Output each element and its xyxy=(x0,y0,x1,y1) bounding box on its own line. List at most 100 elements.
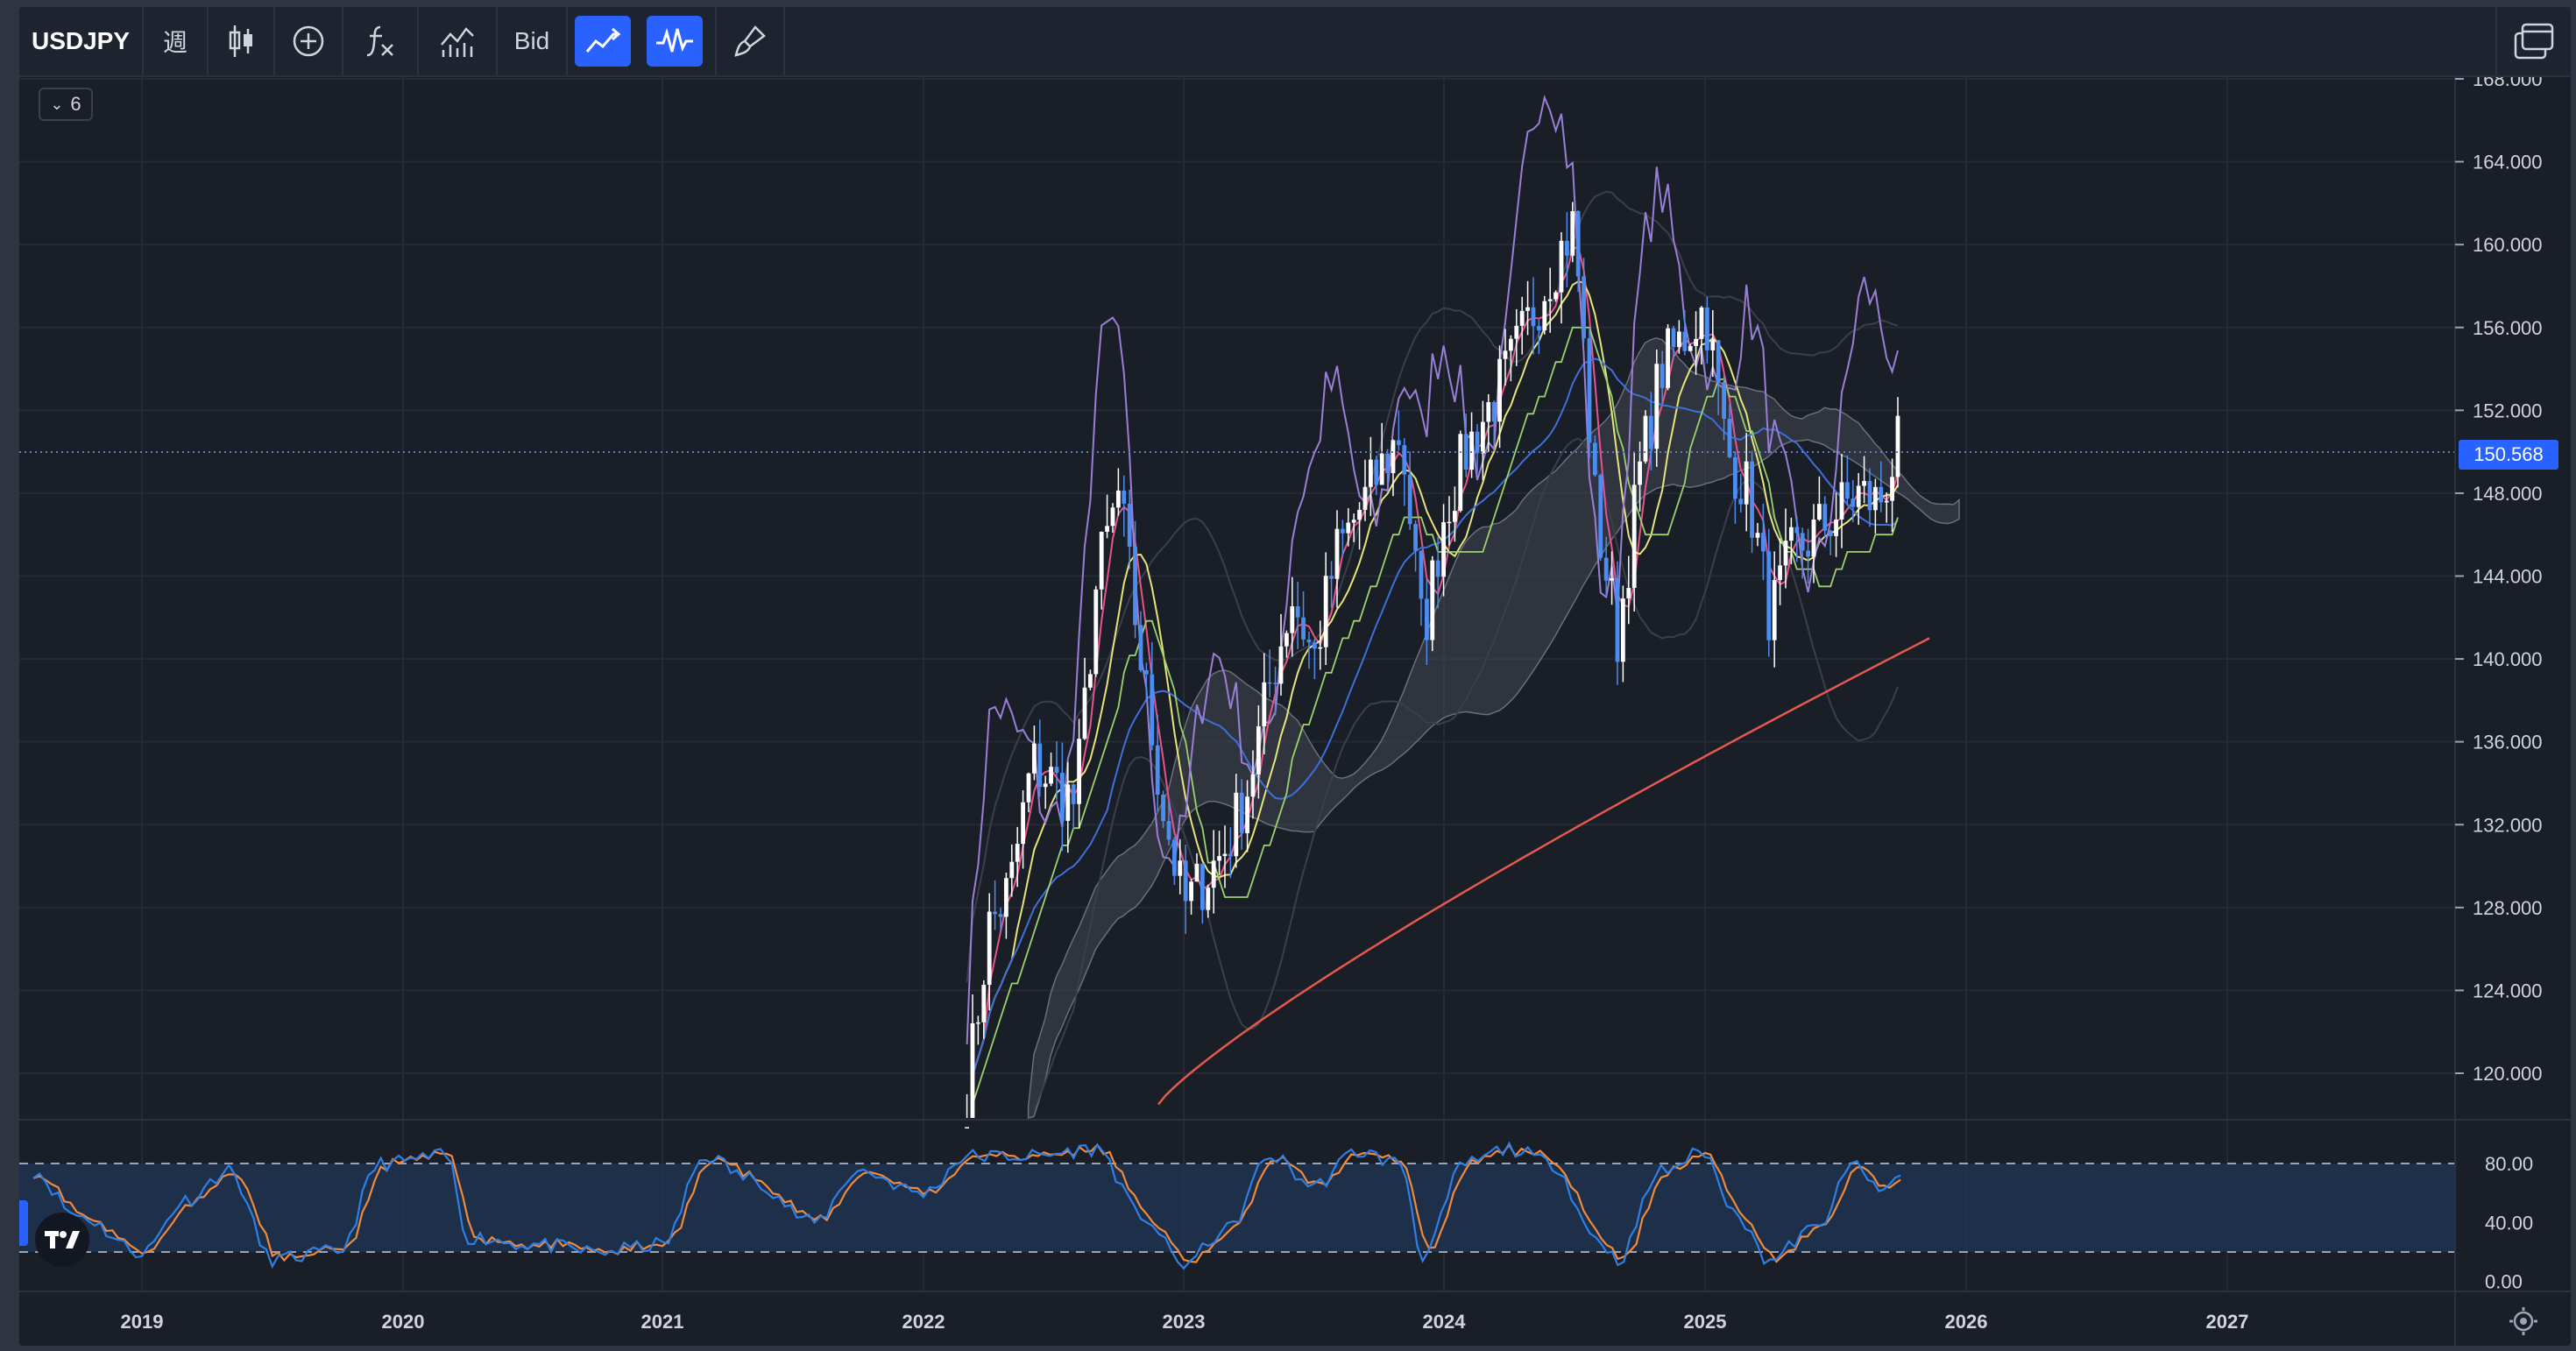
indicators-button[interactable] xyxy=(343,7,419,75)
candle-body xyxy=(1402,445,1407,475)
time-tick-label: 2022 xyxy=(902,1311,945,1333)
settings-icon[interactable] xyxy=(2509,1307,2537,1335)
candle-body xyxy=(1329,576,1334,579)
legend-toggle[interactable]: ⌄ 6 xyxy=(39,88,93,121)
candle-body xyxy=(1357,509,1362,520)
oscillator-tick-label: 40.00 xyxy=(2485,1212,2533,1234)
candle-body xyxy=(1026,773,1031,803)
line-tool-icon xyxy=(585,27,621,53)
candle-body xyxy=(1082,687,1087,739)
candle-body xyxy=(1189,881,1193,902)
candle-body xyxy=(1531,307,1536,327)
candle-body xyxy=(1828,530,1833,536)
candle-body xyxy=(1105,526,1109,532)
time-tick-label: 2023 xyxy=(1163,1311,1206,1333)
candle-body xyxy=(1822,504,1828,531)
chevron-down-icon: ⌄ xyxy=(50,95,64,113)
candle-body xyxy=(1688,345,1693,351)
candle-body xyxy=(1122,490,1127,504)
candle-body xyxy=(1222,853,1228,857)
oscillator-tick-label: 0.00 xyxy=(2485,1271,2523,1293)
oscillator-button[interactable] xyxy=(647,16,703,67)
candle-body xyxy=(1396,440,1401,446)
time-tick-label: 2026 xyxy=(1945,1311,1988,1333)
candle-body xyxy=(1660,364,1665,388)
symbol-search[interactable]: USDJPY xyxy=(19,7,144,75)
candle-body xyxy=(1603,557,1609,581)
layout-button[interactable] xyxy=(2495,7,2571,75)
legend-count: 6 xyxy=(70,93,81,115)
chart-canvas[interactable]: 168.000164.000160.000156.000152.000148.0… xyxy=(19,7,2571,1346)
candle-body xyxy=(1385,453,1390,474)
candle-body xyxy=(1486,402,1491,422)
candle-body xyxy=(1228,853,1233,857)
candle-body xyxy=(1766,551,1772,640)
oscillator-axis[interactable]: 80.00 40.00 0.00 xyxy=(2485,1153,2533,1293)
candle-body xyxy=(1547,299,1553,301)
candle-body xyxy=(1138,625,1143,670)
candle-body xyxy=(1867,480,1872,511)
cloud-area xyxy=(1027,337,1960,1119)
ma-green-line xyxy=(972,326,1899,1105)
candle-body xyxy=(1671,328,1676,348)
candle-body xyxy=(1250,774,1256,797)
candle-body xyxy=(1890,477,1894,501)
candle-body xyxy=(1015,844,1020,862)
oscillator-band-fill xyxy=(19,1164,2455,1252)
candle-body xyxy=(1638,461,1642,485)
candle-body xyxy=(1654,364,1660,449)
candle-body xyxy=(1065,784,1071,821)
candle-body xyxy=(1217,856,1221,861)
add-compare-button[interactable] xyxy=(275,7,343,75)
candle-body xyxy=(1536,326,1541,330)
candle-body xyxy=(1087,674,1093,688)
candle-body xyxy=(1760,533,1766,552)
candle-body xyxy=(1452,511,1457,522)
price-axis[interactable]: 168.000164.000160.000156.000152.000148.0… xyxy=(2455,68,2543,1085)
candle-body xyxy=(1564,240,1569,256)
candle-body xyxy=(1722,382,1726,420)
stoch-k-line xyxy=(32,1141,1901,1270)
candle-body xyxy=(1278,646,1284,684)
candle-body xyxy=(1407,474,1412,525)
candle-body xyxy=(1071,784,1076,804)
chart-mode-group xyxy=(568,7,717,75)
stochastic-oscillator xyxy=(32,1141,1901,1270)
candle-body xyxy=(1267,682,1272,684)
price-type-label: Bid xyxy=(513,27,550,54)
candle-body xyxy=(1043,783,1048,788)
interval-selector[interactable]: 週 xyxy=(144,7,209,75)
candle-body xyxy=(1435,560,1440,577)
candle-body xyxy=(1856,485,1861,507)
candle-body xyxy=(1003,878,1008,917)
candle-body xyxy=(1009,861,1015,879)
time-axis[interactable]: 2019 2020 2021 2022 2023 2024 2025 2026 2027 xyxy=(121,1311,2249,1333)
candle-body xyxy=(1648,415,1653,449)
candle-body xyxy=(1884,500,1889,503)
ma-purple-line xyxy=(966,94,1899,1044)
candle-body xyxy=(1575,211,1581,277)
pane-expand-handle[interactable] xyxy=(19,1200,28,1246)
tradingview-logo-icon[interactable] xyxy=(35,1213,89,1267)
bar-chart-button[interactable] xyxy=(419,7,498,75)
price-type-button[interactable]: Bid xyxy=(498,7,568,75)
candle-type-button[interactable] xyxy=(209,7,275,75)
candle-body xyxy=(1704,307,1709,350)
top-toolbar: USDJPY 週 xyxy=(19,7,2571,77)
candle-body xyxy=(1879,486,1884,503)
candlestick-series xyxy=(965,202,1900,1128)
candle-body xyxy=(1598,475,1603,558)
candle-body xyxy=(1682,331,1688,351)
candle-body xyxy=(1514,325,1519,339)
price-tick-label: 148.000 xyxy=(2473,483,2543,505)
candle-body xyxy=(1143,669,1149,675)
price-tick-label: 160.000 xyxy=(2473,234,2543,256)
candle-body xyxy=(1794,527,1800,534)
line-tool-button[interactable] xyxy=(575,16,631,67)
candle-body xyxy=(1239,792,1244,834)
candle-body xyxy=(1115,490,1121,508)
candle-body xyxy=(1491,402,1497,422)
candle-body xyxy=(1447,521,1452,524)
candle-body xyxy=(1525,307,1530,311)
brush-button[interactable] xyxy=(717,7,785,75)
